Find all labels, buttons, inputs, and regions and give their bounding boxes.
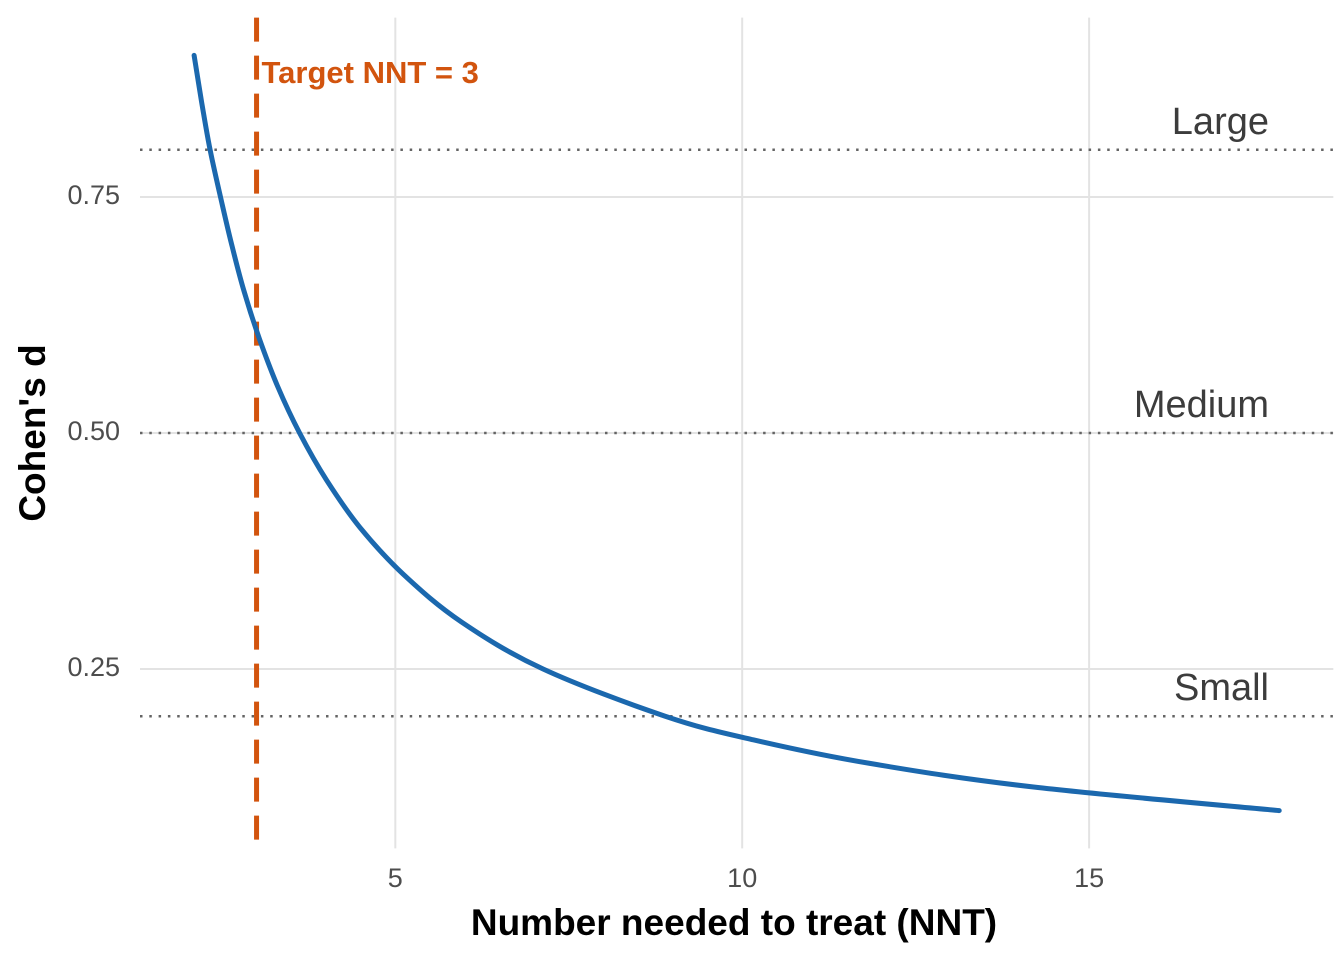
x-axis-tick-labels: 5 10 15 bbox=[388, 863, 1104, 893]
y-tick-label: 0.25 bbox=[67, 652, 120, 682]
y-tick-label: 0.50 bbox=[67, 416, 120, 446]
x-tick-label: 5 bbox=[388, 863, 403, 893]
threshold-lines bbox=[140, 148, 1334, 718]
x-tick-label: 15 bbox=[1074, 863, 1104, 893]
target-line-label: Target NNT = 3 bbox=[262, 55, 479, 90]
y-axis-tick-labels: 0.25 0.50 0.75 bbox=[67, 180, 120, 682]
threshold-label-medium: Medium bbox=[1134, 384, 1269, 426]
d-vs-nnt-curve bbox=[191, 52, 1282, 814]
y-tick-label: 0.75 bbox=[67, 180, 120, 210]
threshold-label-small: Small bbox=[1174, 667, 1269, 709]
curve-group bbox=[191, 52, 1282, 814]
x-tick-label: 10 bbox=[727, 863, 757, 893]
x-axis-title: Number needed to treat (NNT) bbox=[471, 902, 997, 943]
y-axis-title: Cohen's d bbox=[12, 344, 53, 521]
threshold-labels: Large Medium Small bbox=[1134, 101, 1269, 709]
threshold-label-large: Large bbox=[1172, 101, 1269, 143]
